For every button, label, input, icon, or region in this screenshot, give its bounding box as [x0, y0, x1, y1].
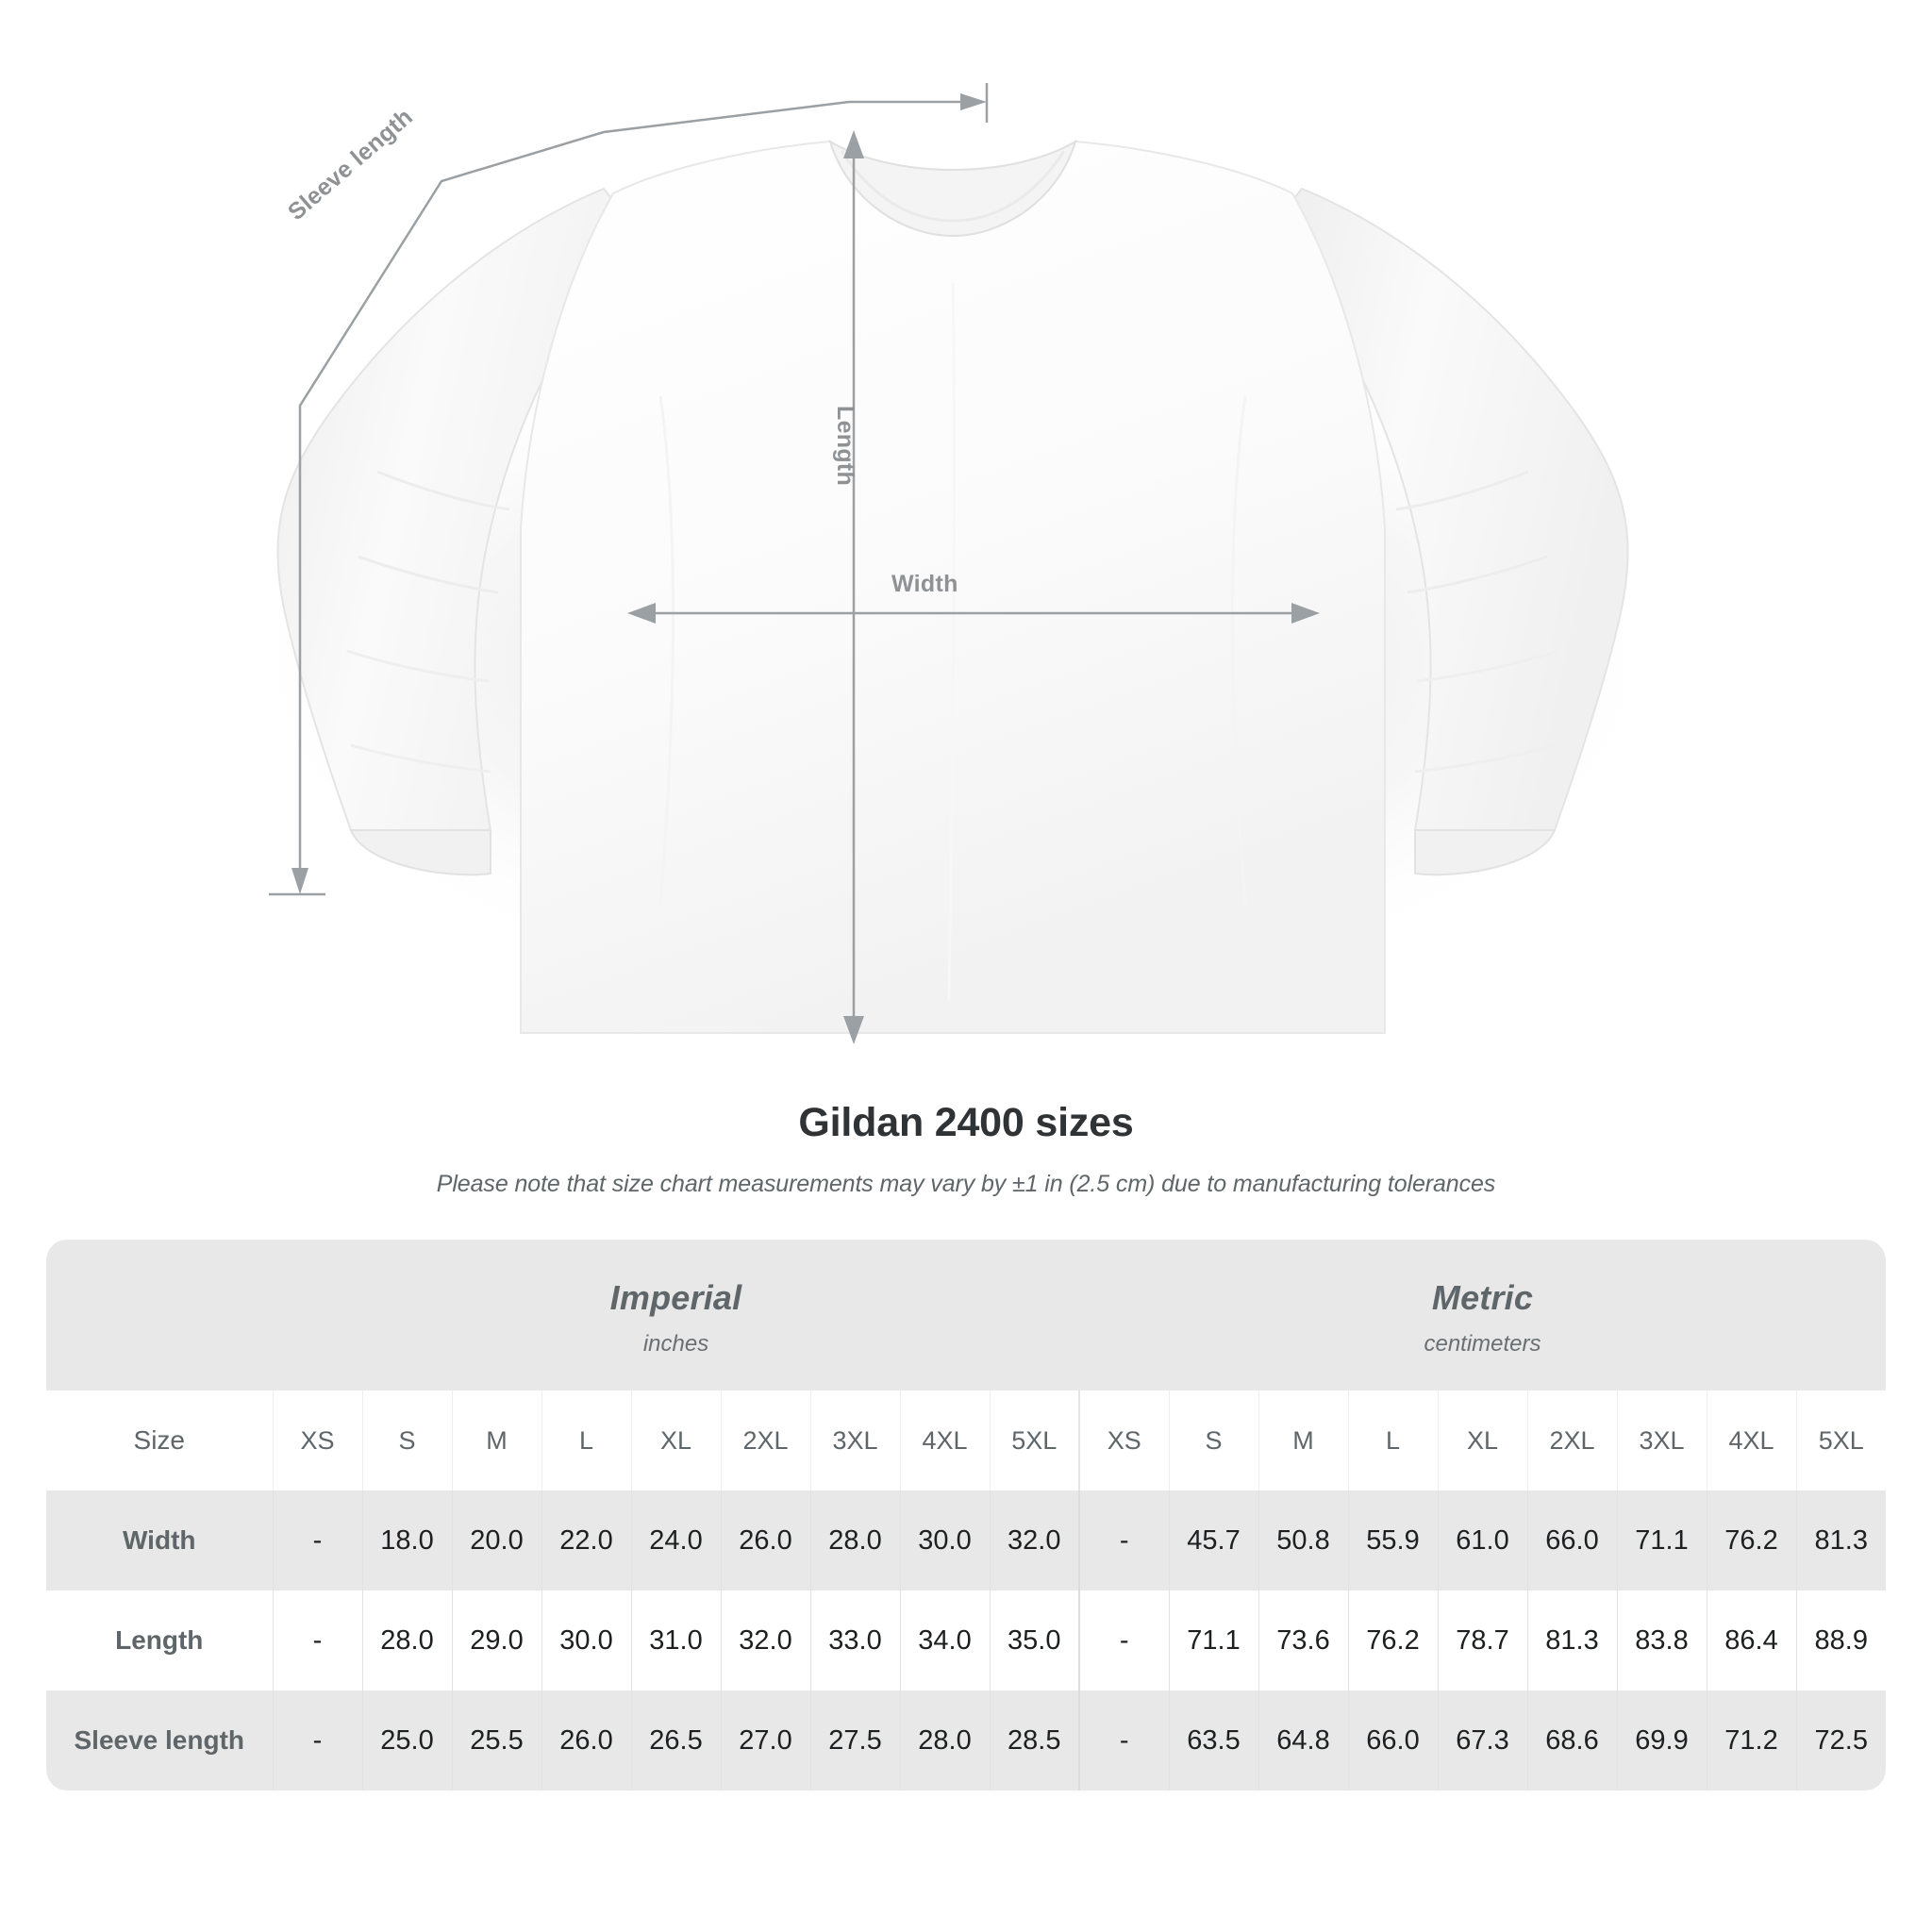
- column-header-imperial-xl: XL: [630, 1391, 721, 1491]
- column-header-size: Size: [46, 1391, 273, 1491]
- cell-metric-5xl: 72.5: [1795, 1690, 1886, 1790]
- cell-metric-l: 66.0: [1347, 1690, 1438, 1790]
- cell-metric-xs: -: [1078, 1690, 1169, 1790]
- column-header-imperial-s: S: [361, 1391, 452, 1491]
- cell-metric-xs: -: [1078, 1491, 1169, 1591]
- cell-metric-2xl: 81.3: [1526, 1591, 1617, 1690]
- cell-imperial-4xl: 34.0: [899, 1591, 990, 1690]
- title-block: Gildan 2400 sizes Please note that size …: [0, 1094, 1932, 1198]
- cell-metric-5xl: 88.9: [1795, 1591, 1886, 1690]
- cell-imperial-l: 22.0: [541, 1491, 631, 1591]
- unit-group-subtitle: inches: [642, 1331, 709, 1357]
- annotation-width: Width: [891, 571, 958, 597]
- cell-metric-2xl: 66.0: [1526, 1491, 1617, 1591]
- unit-group-name: Metric: [1431, 1278, 1534, 1317]
- column-header-imperial-3xl: 3XL: [809, 1391, 900, 1491]
- column-header-metric-s: S: [1168, 1391, 1258, 1491]
- column-header-imperial-m: M: [451, 1391, 541, 1491]
- cell-imperial-5xl: 28.5: [989, 1690, 1079, 1790]
- cell-imperial-s: 18.0: [361, 1491, 452, 1591]
- table-row: Length -28.0 29.0 30.0 31.0 32.0 33.0 34.0 35.0-…: [46, 1591, 1886, 1690]
- cell-imperial-s: 28.0: [361, 1591, 452, 1690]
- row-label-sleeve-length: Sleeve length: [46, 1690, 273, 1790]
- cell-imperial-4xl: 30.0: [899, 1491, 990, 1591]
- cell-metric-m: 64.8: [1257, 1690, 1348, 1790]
- cell-imperial-xl: 31.0: [630, 1591, 721, 1690]
- cell-imperial-3xl: 33.0: [809, 1591, 900, 1690]
- cell-imperial-l: 30.0: [541, 1591, 631, 1690]
- cell-imperial-xs: -: [272, 1491, 362, 1591]
- table-row: Sleeve length -25.0 25.5 26.0 26.5 27.0 27.5 28…: [46, 1690, 1886, 1790]
- column-header-imperial-4xl: 4XL: [899, 1391, 990, 1491]
- cell-metric-xl: 67.3: [1437, 1690, 1527, 1790]
- cell-metric-s: 63.5: [1168, 1690, 1258, 1790]
- column-header-metric-2xl: 2XL: [1526, 1391, 1617, 1491]
- cell-imperial-2xl: 26.0: [720, 1491, 810, 1591]
- cell-metric-3xl: 69.9: [1616, 1690, 1707, 1790]
- unit-group-row: Imperial inches Metric centimeters: [46, 1240, 1886, 1391]
- unit-group-metric: Metric centimeters: [1079, 1240, 1886, 1391]
- cell-metric-m: 50.8: [1257, 1491, 1348, 1591]
- cell-metric-xs: -: [1078, 1591, 1169, 1690]
- cell-metric-l: 55.9: [1347, 1491, 1438, 1591]
- cell-metric-3xl: 83.8: [1616, 1591, 1707, 1690]
- cell-imperial-3xl: 28.0: [809, 1491, 900, 1591]
- column-header-metric-5xl: 5XL: [1795, 1391, 1886, 1491]
- cell-metric-4xl: 71.2: [1706, 1690, 1796, 1790]
- cell-imperial-l: 26.0: [541, 1690, 631, 1790]
- cell-imperial-4xl: 28.0: [899, 1690, 990, 1790]
- unit-group-imperial: Imperial inches: [273, 1240, 1079, 1391]
- cell-imperial-xl: 26.5: [630, 1690, 721, 1790]
- column-header-metric-m: M: [1257, 1391, 1348, 1491]
- cell-metric-3xl: 71.1: [1616, 1491, 1707, 1591]
- column-header-metric-l: L: [1347, 1391, 1438, 1491]
- row-label-length: Length: [46, 1591, 273, 1690]
- cell-imperial-m: 20.0: [451, 1491, 541, 1591]
- cell-metric-s: 45.7: [1168, 1491, 1258, 1591]
- unit-group-name: Imperial: [609, 1278, 742, 1317]
- row-label-width: Width: [46, 1491, 273, 1591]
- cell-metric-2xl: 68.6: [1526, 1690, 1617, 1790]
- column-header-metric-4xl: 4XL: [1706, 1391, 1796, 1491]
- column-header-metric-xl: XL: [1437, 1391, 1527, 1491]
- column-header-metric-3xl: 3XL: [1616, 1391, 1707, 1491]
- cell-imperial-2xl: 32.0: [720, 1591, 810, 1690]
- unit-row-spacer: [46, 1240, 273, 1391]
- cell-imperial-xs: -: [272, 1690, 362, 1790]
- cell-imperial-5xl: 35.0: [989, 1591, 1079, 1690]
- column-header-imperial-5xl: 5XL: [989, 1391, 1079, 1491]
- cell-imperial-3xl: 27.5: [809, 1690, 900, 1790]
- column-header-imperial-2xl: 2XL: [720, 1391, 810, 1491]
- cell-imperial-s: 25.0: [361, 1690, 452, 1790]
- column-header-imperial-xs: XS: [272, 1391, 362, 1491]
- cell-imperial-xs: -: [272, 1591, 362, 1690]
- garment-diagram: Sleeve length Length Width: [236, 83, 1670, 1044]
- cell-imperial-xl: 24.0: [630, 1491, 721, 1591]
- size-chart-table-container: Imperial inches Metric centimeters Size XS S M L…: [46, 1240, 1886, 1790]
- cell-metric-xl: 78.7: [1437, 1591, 1527, 1690]
- cell-metric-m: 73.6: [1257, 1591, 1348, 1690]
- table-header-row: Size XS S M L XL 2XL 3XL 4XL 5XL XS S M L XL 2XL 3XL 4XL 5…: [46, 1391, 1886, 1491]
- unit-group-subtitle: centimeters: [1424, 1331, 1541, 1357]
- cell-metric-5xl: 81.3: [1795, 1491, 1886, 1591]
- cell-metric-l: 76.2: [1347, 1591, 1438, 1690]
- cell-imperial-2xl: 27.0: [720, 1690, 810, 1790]
- cell-imperial-5xl: 32.0: [989, 1491, 1079, 1591]
- cell-metric-xl: 61.0: [1437, 1491, 1527, 1591]
- long-sleeve-shirt-illustration: [236, 83, 1670, 1044]
- page-title: Gildan 2400 sizes: [798, 1100, 1134, 1145]
- column-header-imperial-l: L: [541, 1391, 631, 1491]
- cell-metric-4xl: 86.4: [1706, 1591, 1796, 1690]
- column-header-metric-xs: XS: [1078, 1391, 1169, 1491]
- cell-imperial-m: 29.0: [451, 1591, 541, 1690]
- size-chart-table: Imperial inches Metric centimeters Size XS S M L…: [46, 1240, 1886, 1790]
- cell-imperial-m: 25.5: [451, 1690, 541, 1790]
- cell-metric-s: 71.1: [1168, 1591, 1258, 1690]
- table-row: Width -18.0 20.0 22.0 24.0 26.0 28.0 30.0 32.0-4…: [46, 1491, 1886, 1591]
- annotation-length: Length: [832, 406, 858, 487]
- cell-metric-4xl: 76.2: [1706, 1491, 1796, 1591]
- page-subtitle: Please note that size chart measurements…: [436, 1171, 1496, 1197]
